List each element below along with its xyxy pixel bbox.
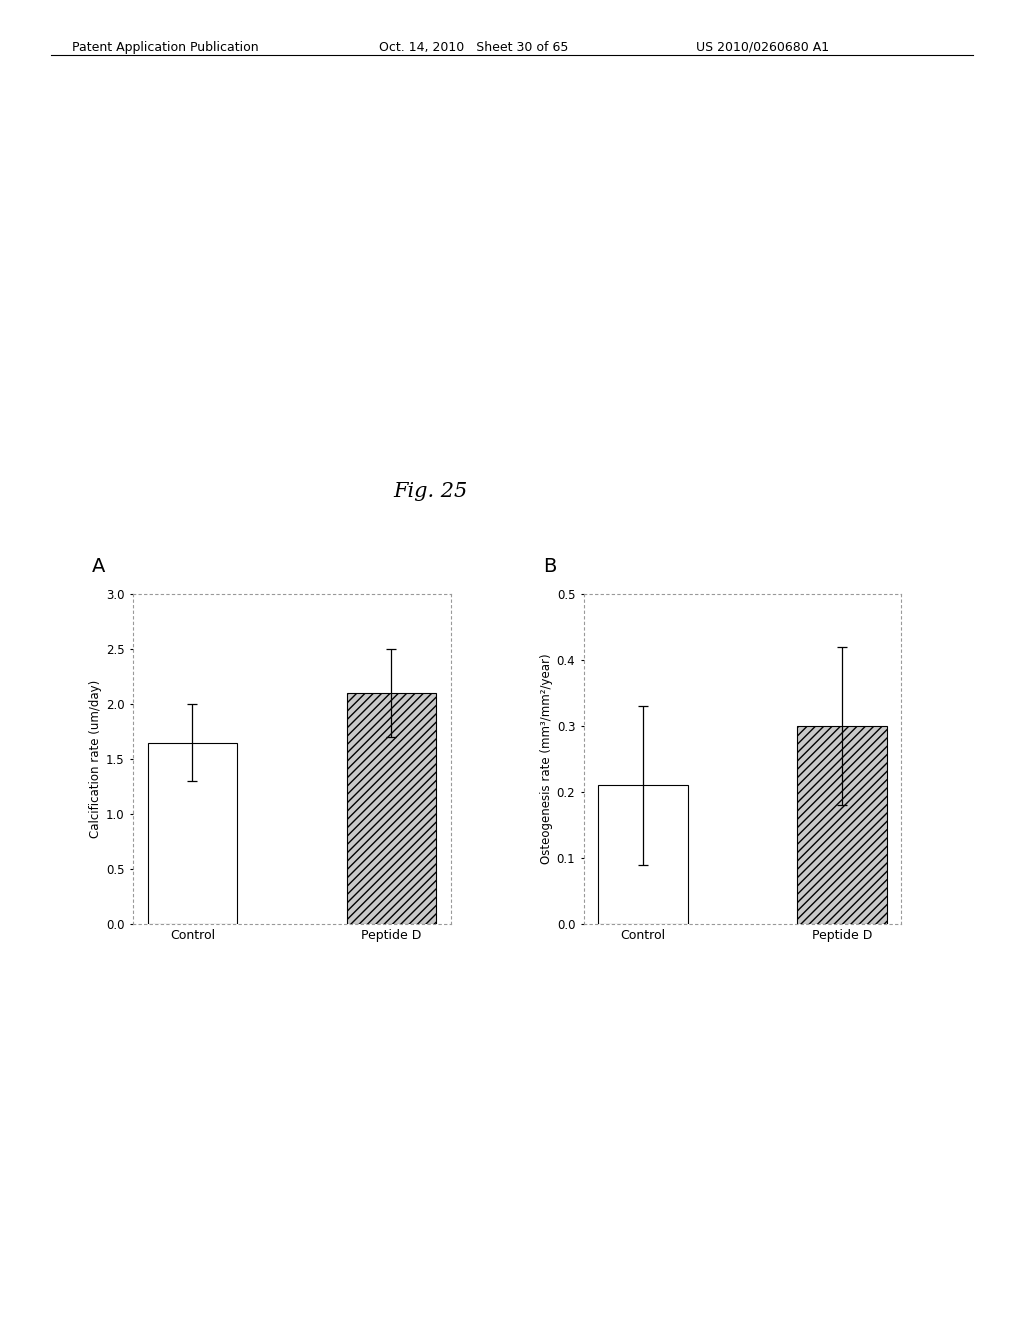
- Text: Patent Application Publication: Patent Application Publication: [72, 41, 258, 54]
- Text: Oct. 14, 2010   Sheet 30 of 65: Oct. 14, 2010 Sheet 30 of 65: [379, 41, 568, 54]
- Text: US 2010/0260680 A1: US 2010/0260680 A1: [696, 41, 829, 54]
- Bar: [797, 726, 887, 924]
- Bar: [147, 742, 238, 924]
- Text: B: B: [543, 557, 556, 576]
- Bar: [346, 693, 436, 924]
- Bar: [598, 785, 688, 924]
- Text: A: A: [92, 557, 105, 576]
- Text: Fig. 25: Fig. 25: [393, 482, 467, 500]
- Y-axis label: Osteogenesis rate (mm³/mm²/year): Osteogenesis rate (mm³/mm²/year): [540, 653, 553, 865]
- Y-axis label: Calcification rate (um/day): Calcification rate (um/day): [89, 680, 102, 838]
